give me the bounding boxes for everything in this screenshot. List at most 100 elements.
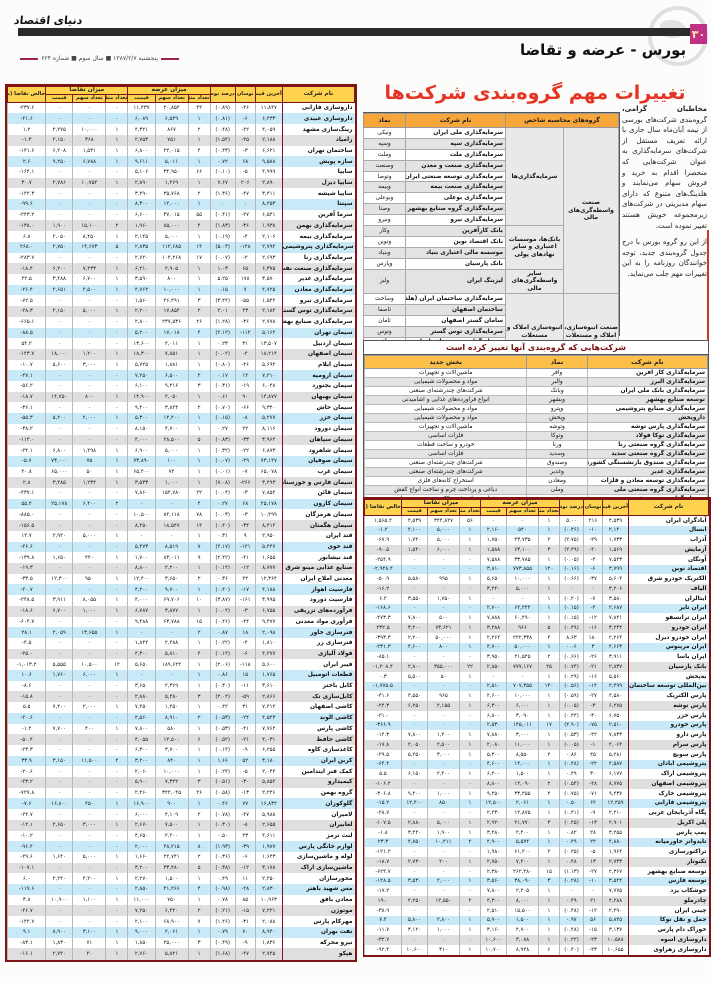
value-cell: ۱۷,۸۵۴ [154,306,189,317]
value-cell: ۵,۶۰۴ [602,574,629,584]
value-cell: ۷,۳۲۲ [154,777,189,788]
company-name-cell: کاشی حافظ [281,734,355,745]
value-cell: ۱۲,۵۰۰ [154,734,189,745]
value-cell: -۳۱ [234,916,256,927]
company-name-cell: سرما آفرین [281,209,355,221]
value-cell: ۱ [187,284,211,296]
company-name-cell: مس شهید باهنر [281,884,355,895]
value-cell: -۱۴۴.۷ [6,916,46,927]
company-name-cell: سرمایه‌گذاری بیمه [281,231,355,242]
company-name-cell: سازه پویش [281,156,355,167]
value-cell: ۰ [45,787,73,799]
value-cell: ۱ [538,740,560,750]
value-cell: ۰ [400,905,428,916]
value-cell: ۰ [426,564,460,575]
value-cell: (۰.۳۰) [209,819,236,831]
intro-paragraph-2: از این رو گروه بورس با درج جدول گروه‌بند… [622,238,707,278]
value-cell: ۶۹,۷۰۶ [154,595,189,606]
value-cell: ۰ [45,423,73,435]
value-cell: ۳,۵۴۴ [602,876,629,887]
value-cell: ۱ [105,627,128,638]
value-cell: ۰ [72,402,106,414]
value-cell: ۲,۷۴۰ [45,948,73,960]
value-cell: ۴ [187,884,211,895]
company-name-cell: سرمایه‌گذاری صنایع بهشهر [281,316,355,328]
value-cell: ۶,۷۵۰ [602,710,629,721]
value-cell: ۷,۵۸۸ [479,554,507,565]
value-cell: وملی [526,485,588,495]
value-cell: -۷۲۷.۸ [6,787,46,799]
value-cell: ۹۰۰ [154,798,189,810]
table-row: سیمان هگمتان ۸,۴۱۴ -۳۴ (۰.۴۰) ۱۴ ۱۸,۵۴۷ ۸,۴۵۰ ۰… [6,520,355,531]
value-cell: ۳,۹۱۱ [45,595,73,606]
value-cell: ۷۱ [72,937,106,949]
value-cell: ۱,۸۴۴ [127,637,156,649]
value-cell: -۹۶.۴ [6,841,46,852]
value-cell: -۳ [583,701,603,711]
value-cell: ۲,۸۶۶ [254,691,283,703]
company-name-cell: پتروشیمی فارابی [628,798,709,809]
value-cell: (۱.۴۶) [209,916,236,927]
value-cell: ۰ [105,209,128,221]
value-cell: ۲,۶۵۰ [45,819,73,831]
value-cell: ۱۲ [234,370,256,382]
value-cell: -۱۴.۳ [363,730,402,740]
stock-table-left: نام شرکت آخرین قیمت نوسان درصد نوسان میز… [5,84,357,962]
company-name-cell: موتوژن [281,905,355,917]
value-cell: -۸ [234,819,256,831]
value-cell: (۰.۲۲) [209,637,236,649]
value-cell: ۹۵۰ [72,573,106,585]
col-index-groups: گروه‌های محاسبه شاخص [504,113,620,128]
value-cell: -۴۷ [234,188,256,200]
value-cell: -۲۱ [583,662,603,672]
value-cell: ۲,۱۵۵ [426,701,460,711]
table-row: سرمایه‌گذاری توکا فولاد وتوکا فلزات اساسی [363,431,709,441]
value-cell: ۸,۸۰۰ [479,779,507,789]
value-cell: ۱ [538,827,560,838]
value-cell: ۵۶ [458,515,481,526]
value-cell: ۰ [154,670,189,681]
value-cell: ۲ [105,755,128,767]
value-cell: ۱ [105,466,128,478]
value-cell: ۶,۲۷۵ [602,701,629,711]
value-cell: ۱,۹۶۴ [602,847,629,857]
value-cell: ۰ [105,541,128,553]
value-cell: ۹ [187,552,211,563]
value-cell: مواد و محصولات شیمیایی [363,413,528,423]
value-cell: ۲,۰۴۴ [254,766,283,778]
value-cell: -۴۰.۶ [6,712,46,724]
value-cell: ۱ [458,857,481,867]
value-cell: ۰ [154,498,189,510]
value-cell: ۱ [458,818,481,828]
value-cell: ۲,۶۷۰ [127,819,156,831]
value-cell: ۰ [105,584,128,596]
value-cell: ۱ [458,827,481,838]
value-cell: ۱ [538,905,560,916]
value-cell: -۳۶ [234,316,256,328]
value-cell: ۴۴۰ [72,552,106,563]
value-cell: ۱,۵۰۰ [506,915,539,926]
group-cell: بانک‌ها، موسسات اعتباری و سایر نهادهای پ… [504,225,565,270]
value-cell: ۰ [458,564,481,575]
value-cell: ۱,۷۵۰ [426,593,460,604]
value-cell: ۴,۸۸۰ [602,837,629,848]
value-cell: ۶۲ [583,798,603,809]
value-cell: ۱ [105,873,128,885]
value-cell: ۰ [72,712,106,724]
col-demand-price: قیمت [45,94,74,103]
value-cell: ۴,۳۲۱ [127,124,156,135]
value-cell: ۲ [187,809,211,820]
value-cell: ۱,۵۸۸ [479,545,507,555]
value-cell: ۱ [105,948,128,960]
value-cell: ۶.۸ [6,231,46,242]
company-name-cell: تایدواتر خاورمیانه [628,837,709,848]
value-cell: ۲,۰۵۰ [45,231,73,242]
value-cell: ۰ [426,759,460,770]
value-cell: ۱۹.۰ [363,896,402,906]
value-cell: ۰.۸۶ [559,749,584,760]
col-supply-count: تعداد متقاضی [538,507,560,516]
company-name-cell: خوراک دام پارس [628,925,709,935]
company-name-cell: داروسازی عبیدی [281,113,355,125]
value-cell: -۶۲۴.۷ [363,866,402,877]
table-row: جوشکاب یزد ۷,۷۷۵ ۰ ۰ ۱ ۲,۲۰۵ ۷,۸۰۰ ۰ ۰ ۰ -۱۷.۲ [363,886,709,896]
